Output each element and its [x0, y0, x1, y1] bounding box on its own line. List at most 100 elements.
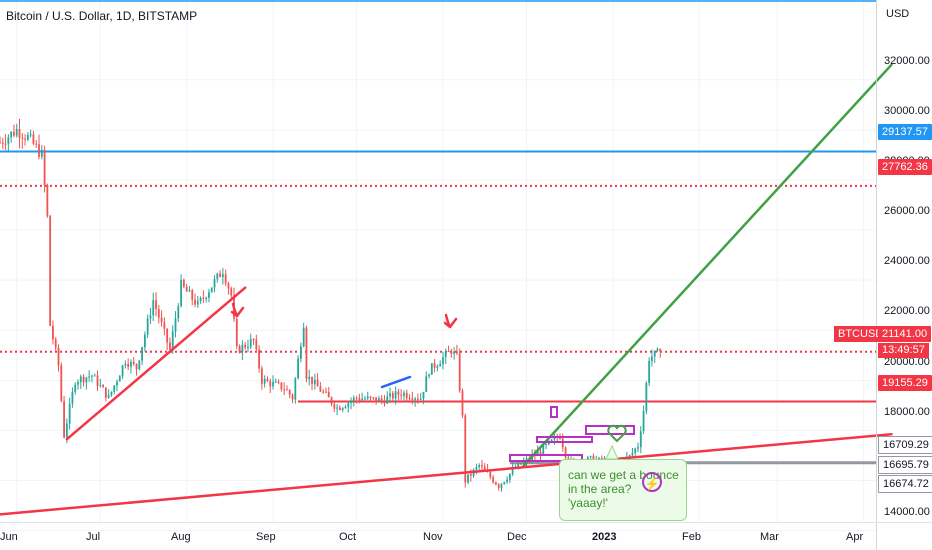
time-tick: Dec	[507, 531, 527, 543]
candle-down	[400, 394, 403, 396]
candle-down	[194, 299, 196, 305]
candle-down	[380, 398, 383, 401]
candle-down	[219, 273, 221, 278]
candle-up	[177, 306, 180, 319]
price-tag-blue-line[interactable]: 29137.57	[878, 124, 932, 140]
candle-up	[550, 439, 553, 441]
candle-down	[82, 376, 85, 383]
candle-up	[522, 461, 525, 465]
candle-up	[648, 360, 651, 383]
candle-down	[1, 142, 4, 144]
candle-down	[456, 351, 458, 354]
candle-up	[656, 348, 659, 351]
candle-down	[319, 386, 322, 392]
candle-down	[182, 279, 185, 287]
candle-up	[542, 444, 545, 454]
candle-down	[191, 290, 194, 300]
candle-up	[221, 274, 224, 278]
candle-down	[227, 283, 230, 289]
candle-down	[18, 129, 21, 138]
candle-down	[127, 363, 130, 367]
candle-down	[325, 391, 327, 393]
price-tick: 26000.00	[884, 205, 930, 217]
candle-down	[461, 390, 464, 416]
candle-up	[653, 350, 656, 357]
candle-up	[536, 451, 539, 456]
candle-up	[651, 356, 653, 361]
candle-down	[397, 391, 400, 395]
candle-up	[508, 473, 511, 480]
candle-down	[659, 348, 662, 352]
price-tick: 32000.00	[884, 55, 930, 67]
candle-up	[188, 290, 191, 292]
price-tick: 20000.00	[884, 356, 930, 368]
candle-up	[216, 273, 219, 280]
last-price-tag: 21141.00	[878, 326, 932, 342]
candle-down	[163, 322, 166, 329]
candle-up	[199, 297, 202, 301]
candle-up	[71, 391, 74, 404]
candle-down	[311, 376, 313, 385]
price-tag-gray-level[interactable]: 16709.29	[878, 436, 932, 454]
candle-up	[79, 376, 82, 383]
candle-up	[302, 327, 305, 347]
candle-up	[425, 376, 428, 392]
candle-up	[631, 452, 634, 456]
candle-up	[247, 346, 249, 348]
candle-up	[208, 292, 210, 298]
candle-up	[336, 407, 339, 409]
candle-down	[0, 142, 1, 144]
candle-up	[313, 379, 316, 385]
candle-down	[369, 396, 372, 398]
candle-up	[171, 331, 174, 350]
candle-down	[102, 385, 104, 388]
candle-up	[213, 279, 216, 288]
candle-up	[478, 465, 481, 467]
price-tag-dotted-red[interactable]: 27762.36	[878, 159, 932, 175]
blue-stroke	[380, 375, 412, 389]
candle-down	[322, 391, 325, 393]
candle-up	[503, 482, 506, 484]
candle-up	[138, 360, 141, 370]
horizontal-levels	[0, 150, 876, 465]
trendline	[65, 286, 247, 441]
annotation-note[interactable]: can we get a bounce in the area? 'yaaay!…	[559, 459, 687, 521]
candle-down	[49, 215, 52, 326]
symbol-tag: BTCUSD	[834, 326, 888, 342]
red-arrow-icon	[443, 313, 458, 329]
candle-up	[628, 455, 631, 457]
candle-down	[481, 465, 483, 467]
candle-down	[375, 397, 378, 402]
currency-label: USD	[886, 8, 910, 20]
candle-down	[135, 363, 138, 370]
candle-up	[15, 129, 18, 136]
candle-down	[160, 317, 163, 323]
price-tag-level-3[interactable]: 16674.72	[878, 475, 932, 493]
price-tag-level-2[interactable]: 16695.79	[878, 456, 932, 474]
candle-up	[475, 466, 478, 470]
drawing-tools	[0, 63, 893, 516]
candle-down	[13, 131, 15, 136]
trendline	[0, 432, 893, 516]
time-tick: 2023	[592, 531, 617, 543]
candle-down	[280, 382, 283, 390]
heart-icon	[607, 424, 627, 443]
candle-up	[341, 408, 344, 410]
candle-up	[26, 135, 29, 140]
purple-box	[550, 406, 558, 418]
candle-up	[545, 444, 547, 446]
price-tag-support-red[interactable]: 19155.29	[878, 375, 932, 391]
candle-up	[40, 149, 43, 157]
candle-down	[338, 407, 341, 410]
candle-down	[286, 389, 288, 391]
candle-up	[146, 318, 149, 335]
candle-up	[210, 287, 213, 293]
candle-up	[29, 134, 32, 136]
candle-down	[492, 477, 495, 483]
candle-up	[350, 401, 352, 403]
candle-up	[205, 297, 208, 299]
candle-up	[453, 351, 456, 354]
chart-title: Bitcoin / U.S. Dollar, 1D, BITSTAMP	[6, 9, 198, 23]
candle-down	[258, 349, 260, 369]
